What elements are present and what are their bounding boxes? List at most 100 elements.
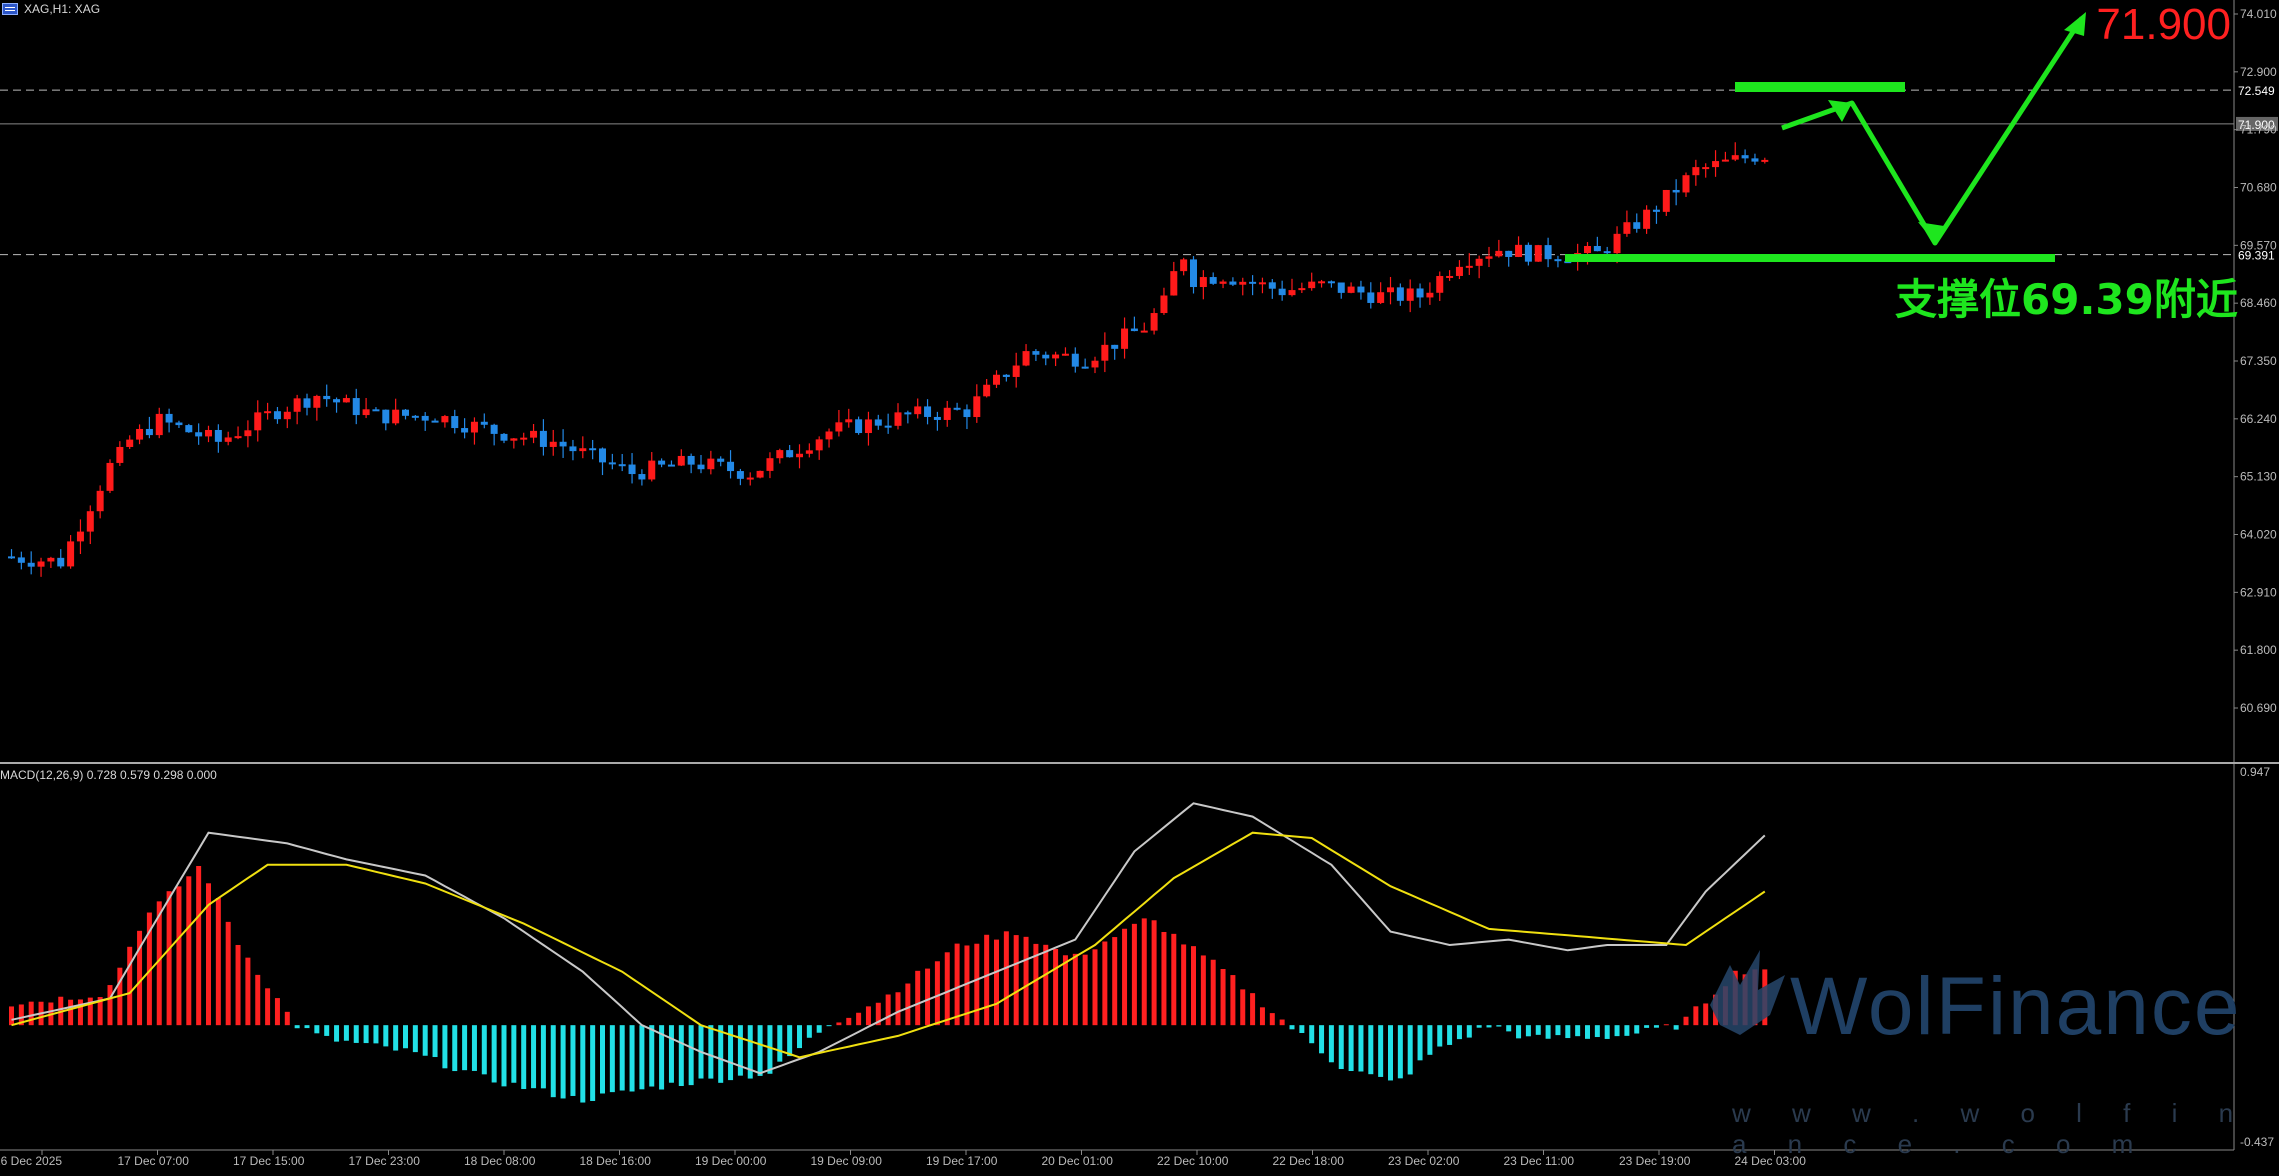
- macd-histogram-bar: [353, 1025, 359, 1043]
- candle-body: [559, 441, 567, 447]
- macd-histogram-bar: [452, 1025, 458, 1072]
- macd-histogram-bar: [393, 1025, 399, 1051]
- macd-histogram-bar: [846, 1017, 852, 1026]
- macd-histogram-bar: [1614, 1025, 1620, 1037]
- candle-body: [963, 409, 971, 418]
- candle-body: [8, 556, 15, 559]
- macd-histogram-bar: [1575, 1025, 1581, 1037]
- candle-body: [805, 450, 813, 454]
- macd-histogram-bar: [1407, 1025, 1413, 1075]
- candle-body: [569, 446, 577, 452]
- macd-axis-label: 0.947: [2240, 765, 2270, 779]
- macd-histogram-bar: [1013, 935, 1019, 1026]
- macd-histogram-bar: [1259, 1007, 1265, 1026]
- macd-histogram-bar: [1289, 1025, 1295, 1030]
- macd-histogram-bar: [97, 997, 103, 1026]
- macd-histogram-bar: [156, 901, 162, 1026]
- macd-histogram-bar: [1131, 923, 1137, 1026]
- macd-histogram-bar: [1555, 1025, 1561, 1036]
- candle-body: [145, 428, 153, 436]
- macd-histogram-bar: [304, 1025, 310, 1029]
- macd-histogram-bar: [1171, 933, 1177, 1026]
- candle-body: [1465, 265, 1473, 268]
- candle-body: [421, 415, 429, 421]
- candle-body: [1544, 245, 1552, 260]
- macd-histogram-bar: [797, 1025, 802, 1049]
- macd-histogram-bar: [1693, 1006, 1699, 1026]
- candle-body: [37, 561, 45, 567]
- macd-histogram-bar: [1565, 1025, 1571, 1039]
- candle-body: [1682, 175, 1690, 193]
- candle-body: [904, 412, 912, 415]
- candle-body: [1712, 161, 1720, 168]
- macd-histogram-bar: [1200, 955, 1206, 1026]
- macd-histogram-bar: [442, 1025, 448, 1069]
- macd-histogram-bar: [18, 1004, 24, 1026]
- candle-body: [106, 462, 114, 491]
- macd-histogram-bar: [107, 985, 113, 1026]
- macd-histogram-bar: [836, 1022, 842, 1026]
- candle-body: [1505, 250, 1513, 257]
- macd-histogram-bar: [540, 1025, 546, 1089]
- price-tick-label: 62.910: [2240, 585, 2277, 599]
- macd-histogram-bar: [314, 1025, 320, 1034]
- candle-body: [1603, 251, 1611, 254]
- macd-histogram-bar: [944, 952, 950, 1026]
- macd-histogram-bar: [1023, 936, 1029, 1026]
- candle-body: [1367, 292, 1375, 303]
- macd-histogram-bar: [294, 1025, 300, 1029]
- candle-body: [342, 398, 350, 403]
- candle-body: [1012, 365, 1020, 377]
- macd-histogram-bar: [1181, 944, 1187, 1026]
- macd-histogram-bar: [1604, 1025, 1610, 1039]
- candle-body: [1111, 344, 1119, 349]
- candle-body: [599, 448, 606, 463]
- candle-body: [746, 477, 754, 480]
- macd-histogram-bar: [688, 1025, 694, 1086]
- candle-body: [628, 464, 636, 475]
- candle-body: [1258, 282, 1266, 285]
- candle-body: [677, 455, 685, 466]
- macd-histogram-bar: [334, 1025, 340, 1042]
- candle-body: [855, 419, 863, 434]
- macd-histogram-bar: [1191, 946, 1196, 1026]
- macd-axis-label: -0.437: [2240, 1135, 2274, 1149]
- macd-histogram-bar: [383, 1025, 389, 1047]
- macd-histogram-bar: [600, 1025, 605, 1094]
- candle-body: [1180, 259, 1188, 272]
- macd-histogram-bar: [1062, 955, 1068, 1026]
- macd-histogram-bar: [1496, 1025, 1502, 1027]
- time-tick-label: 19 Dec 09:00: [811, 1154, 883, 1168]
- macd-histogram-bar: [1624, 1025, 1630, 1036]
- candle-body: [815, 439, 823, 451]
- macd-histogram-bar: [885, 994, 891, 1026]
- candle-body: [76, 531, 84, 542]
- macd-histogram-bar: [1703, 1003, 1709, 1026]
- macd-histogram-bar: [1486, 1025, 1492, 1028]
- candle-body: [1357, 286, 1365, 293]
- candle-body: [273, 411, 281, 420]
- candle-body: [1219, 281, 1227, 284]
- candle-body: [352, 398, 360, 416]
- candle-body: [1446, 275, 1454, 278]
- macd-histogram-bar: [324, 1025, 330, 1036]
- candle-body: [244, 430, 252, 437]
- macd-histogram-bar: [639, 1025, 645, 1090]
- macd-histogram-bar: [1309, 1025, 1315, 1044]
- chart-window-icon[interactable]: [2, 3, 18, 15]
- macd-histogram-bar: [511, 1025, 517, 1083]
- candle-body: [1515, 244, 1523, 257]
- time-tick-label: 19 Dec 00:00: [695, 1154, 767, 1168]
- candle-body: [530, 430, 538, 438]
- macd-histogram-bar: [580, 1025, 586, 1103]
- time-tick-label: 23 Dec 19:00: [1619, 1154, 1691, 1168]
- price-tick-label: 66.240: [2240, 412, 2277, 426]
- candle-body: [1731, 155, 1739, 160]
- macd-histogram-bar: [1338, 1025, 1344, 1070]
- candle-body: [1160, 295, 1168, 314]
- macd-histogram-bar: [1476, 1025, 1482, 1028]
- candle-body: [313, 395, 321, 408]
- macd-histogram-bar: [875, 1002, 881, 1026]
